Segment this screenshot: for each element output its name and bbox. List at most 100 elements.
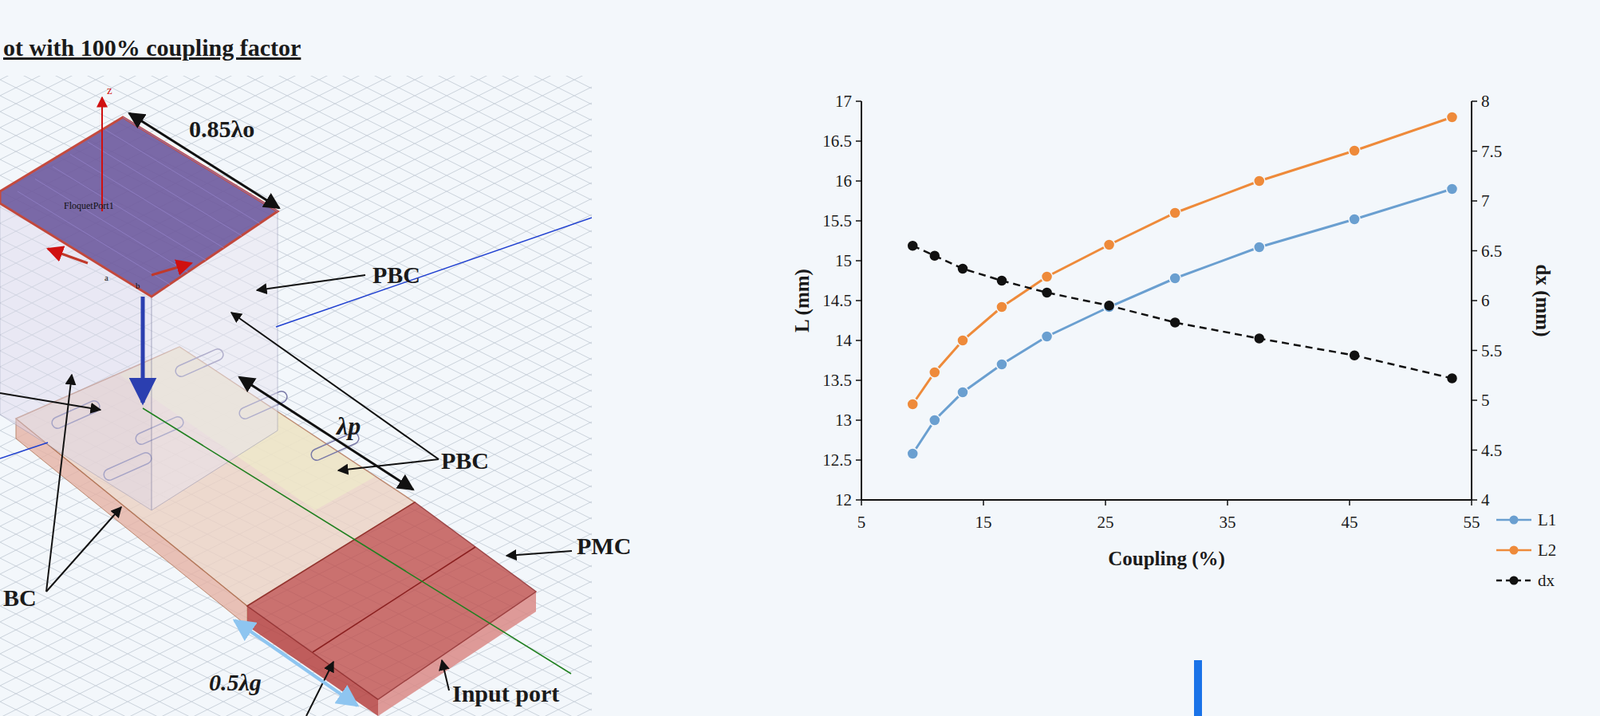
- diagram-label: PBC: [441, 447, 489, 474]
- diagram: [0, 75, 592, 716]
- pointer-arrow: [46, 507, 122, 592]
- x-tick: [1470, 500, 1473, 506]
- z-axis: [101, 97, 103, 212]
- diagram-title: ot with 100% coupling factor: [3, 34, 301, 61]
- y2-axis-title: dx (mm): [1531, 264, 1554, 338]
- series-marker: [1169, 207, 1181, 219]
- y2-tick-label: 7.5: [1481, 141, 1502, 162]
- y-tick: [855, 379, 862, 382]
- series-marker: [1446, 183, 1459, 195]
- series-marker: [957, 386, 969, 399]
- port-hatch: [87, 141, 242, 237]
- y-tick: [855, 419, 862, 422]
- y-axis-title: L (mm): [791, 268, 814, 333]
- axis-line: [275, 217, 592, 328]
- legend-marker: [1509, 516, 1519, 525]
- diagram-label: 0.5λg: [208, 669, 262, 696]
- x-tick: [1104, 500, 1107, 506]
- legend-label: L1: [1537, 510, 1557, 530]
- y2-tick-label: 7: [1481, 191, 1490, 211]
- y-tick: [855, 459, 862, 462]
- port-hatch: [17, 191, 170, 285]
- diagram-grid: [0, 75, 592, 716]
- series-line: [912, 189, 1452, 454]
- port-vector-a: [47, 248, 88, 264]
- y-tick-label: 17: [835, 91, 852, 111]
- y-tick: [855, 220, 862, 222]
- y-tick-label: 16.5: [822, 131, 852, 151]
- x-tick-label: 25: [1097, 512, 1115, 533]
- y-tick: [855, 339, 862, 342]
- legend-label: dx: [1537, 571, 1556, 591]
- series-marker: [929, 414, 941, 426]
- diagram-label: BC: [3, 584, 37, 611]
- series-marker: [1348, 213, 1360, 225]
- series-marker: [1254, 334, 1264, 343]
- axis-line: [142, 408, 572, 674]
- y-tick-label: 13.5: [822, 370, 852, 391]
- y-tick-label: 15.5: [822, 211, 852, 231]
- x-axis-title: Coupling (%): [1107, 547, 1226, 571]
- y2-tick-label: 6.5: [1481, 241, 1502, 261]
- diagram-label: b: [135, 280, 141, 291]
- x-tick: [1348, 500, 1351, 506]
- x-axis: [861, 499, 1472, 501]
- y-tick: [855, 100, 862, 103]
- x-tick: [1226, 500, 1229, 506]
- y2-tick-label: 6: [1481, 291, 1490, 311]
- port-hatch: [52, 166, 206, 261]
- y-tick: [855, 180, 862, 182]
- y-tick-label: 13: [835, 410, 852, 430]
- x-tick-label: 55: [1463, 512, 1481, 533]
- axis-line: [0, 442, 48, 459]
- series-marker: [1170, 318, 1180, 328]
- series-marker: [1253, 175, 1266, 187]
- x-tick: [982, 500, 985, 506]
- page: ot with 100% coupling factor0.85λoFloque…: [0, 0, 1600, 716]
- y-tick-label: 16: [835, 171, 852, 191]
- y2-tick-label: 5.5: [1481, 341, 1502, 361]
- series-line: [912, 245, 1452, 379]
- y2-tick: [1471, 200, 1478, 202]
- pointer-arrow: [441, 660, 450, 691]
- dimension-arrow: [239, 377, 414, 490]
- series-marker: [1350, 350, 1360, 360]
- x-tick: [860, 500, 863, 506]
- y-tick: [855, 299, 862, 302]
- y2-tick: [1471, 499, 1478, 501]
- y-tick: [855, 499, 862, 501]
- port-vector-b: [151, 263, 192, 276]
- port-hatch: [105, 130, 261, 225]
- legend-label: L2: [1537, 540, 1557, 560]
- series-marker: [1447, 374, 1457, 383]
- floquet-port: [0, 117, 278, 297]
- series-marker: [1348, 145, 1360, 157]
- legend-marker: [1509, 546, 1519, 556]
- plot-area: [906, 111, 1458, 460]
- pointer-arrow: [256, 275, 366, 291]
- diagram-label: PBC: [372, 261, 421, 288]
- y-tick-label: 12.5: [822, 450, 852, 470]
- series-marker: [1103, 301, 1116, 313]
- series-marker: [996, 301, 1008, 313]
- decoration-bar: [1194, 660, 1202, 716]
- series-marker: [1253, 241, 1266, 253]
- diagram-label: PMC: [576, 532, 631, 560]
- y-tick-label: 12: [835, 490, 852, 510]
- pointer-arrow: [506, 551, 572, 556]
- series-marker: [1104, 301, 1114, 311]
- y2-tick-label: 5: [1481, 390, 1490, 410]
- pointer-arrow: [306, 662, 334, 716]
- x-tick-label: 15: [975, 512, 993, 533]
- y2-tick: [1471, 150, 1478, 153]
- series-marker: [930, 251, 939, 261]
- series-marker: [996, 358, 1008, 371]
- series-marker: [906, 398, 919, 410]
- series-marker: [1103, 239, 1116, 251]
- legend: L1 L2 dx: [1496, 510, 1557, 591]
- y-tick: [855, 140, 862, 142]
- y2-tick: [1471, 350, 1478, 352]
- y2-tick: [1471, 449, 1478, 452]
- series-line: [912, 117, 1452, 405]
- diagram-label: FloquetPort1: [63, 200, 115, 212]
